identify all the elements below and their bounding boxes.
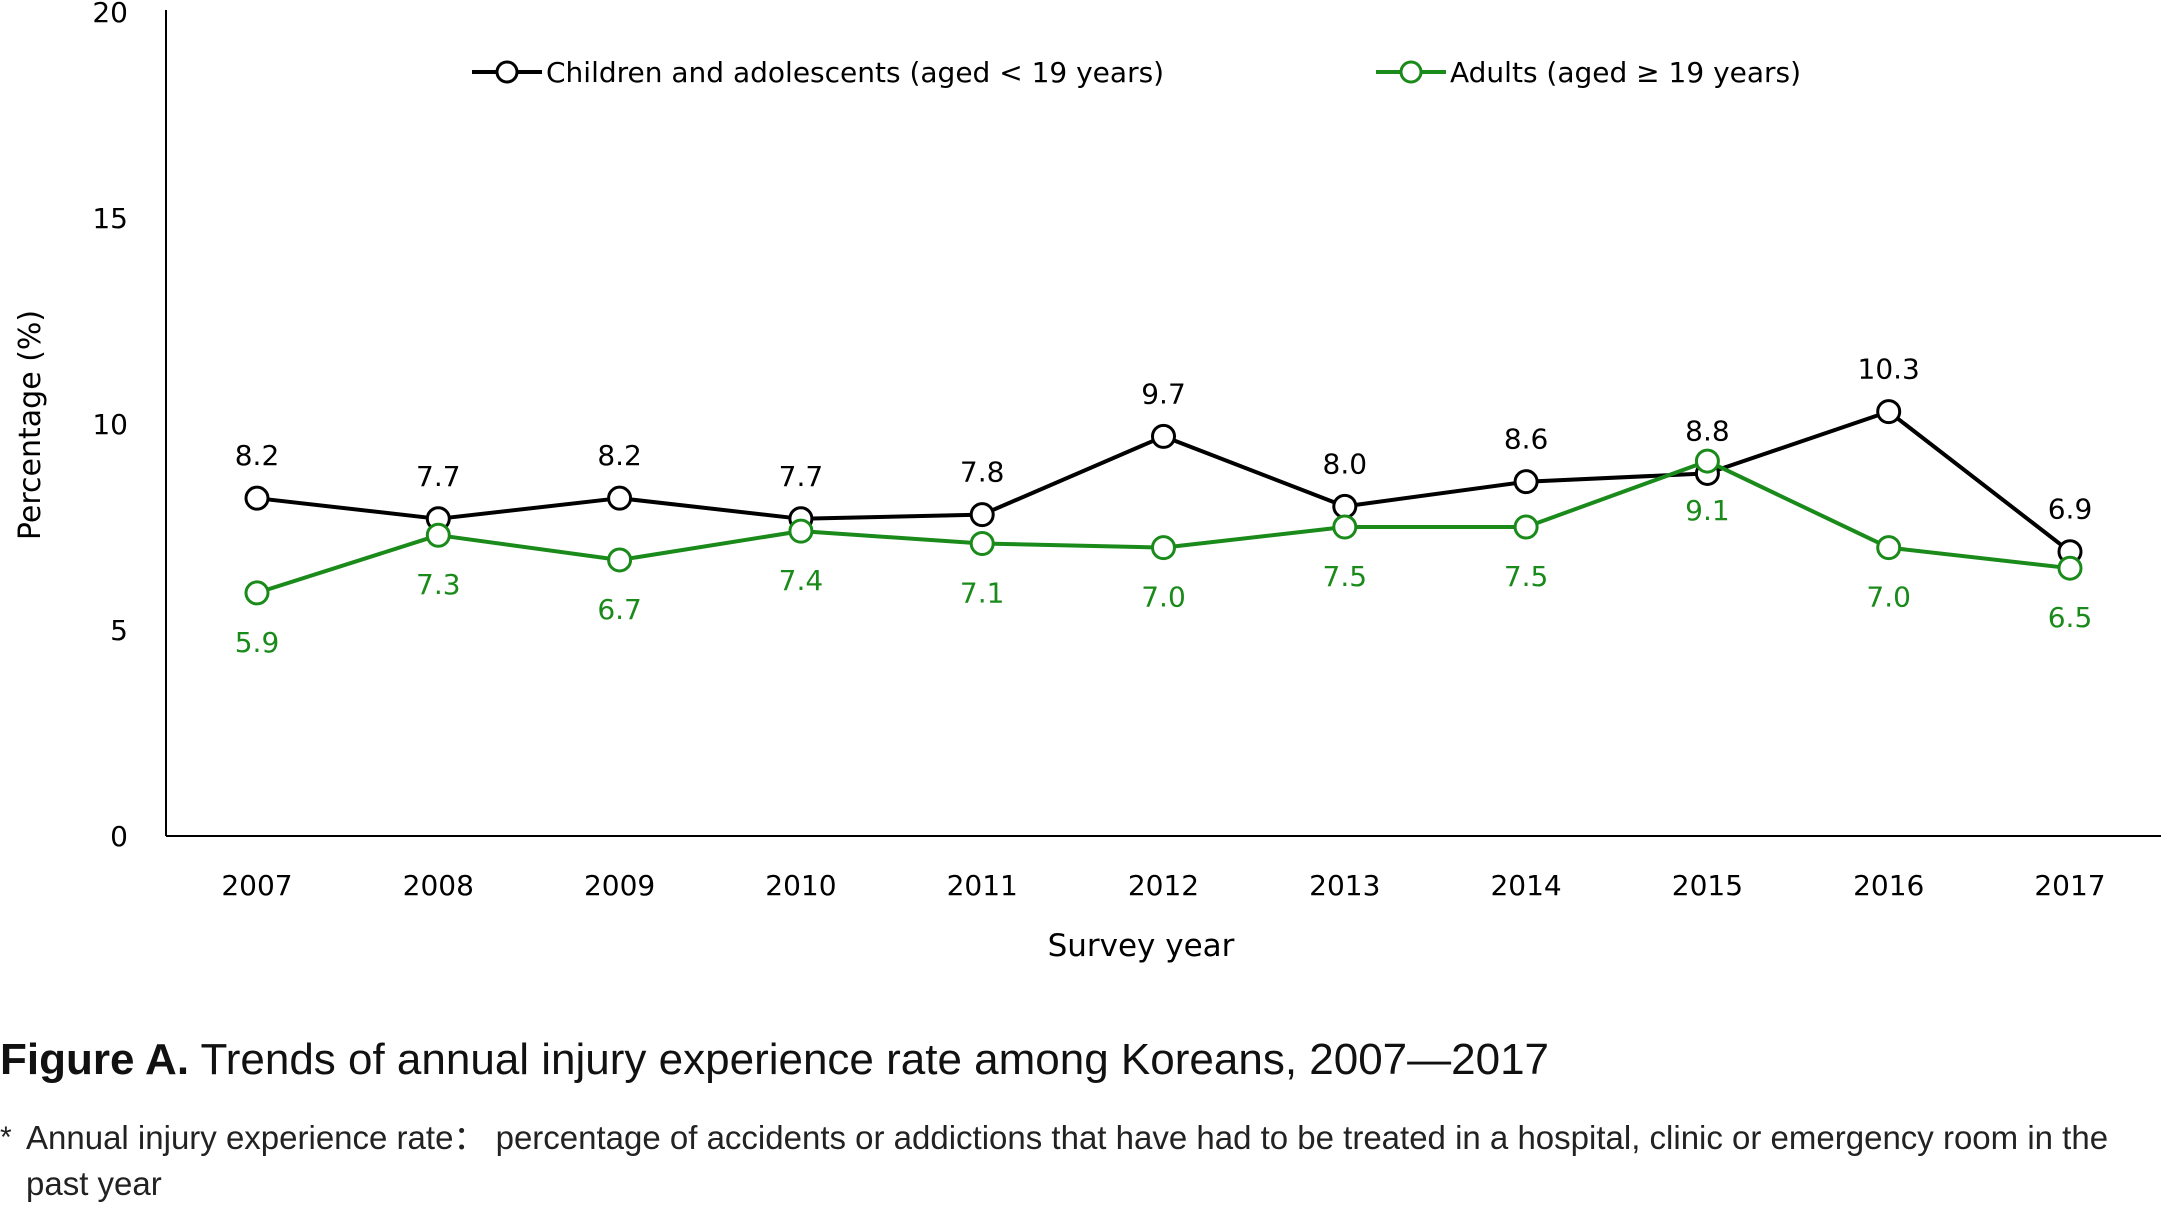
figure-caption-lead: Figure A. [0, 1035, 190, 1084]
data-label-adults: 6.5 [2048, 601, 2093, 634]
figure-caption: Figure A. Trends of annual injury experi… [0, 1035, 2161, 1085]
data-label-children: 8.8 [1685, 414, 1730, 447]
data-label-adults: 7.1 [960, 576, 1005, 609]
data-point-adults [969, 530, 995, 556]
series-adults: 5.9 7.3 6.7 7.4 7.1 7.0 7.5 7.5 9.1 7.0 6.5 [235, 448, 2093, 659]
figure-caption-text: Trends of annual injury experience rate … [189, 1035, 1550, 1084]
data-point-adults [1332, 514, 1358, 540]
y-tick-label: 20 [92, 0, 128, 29]
data-point-adults [607, 547, 633, 573]
footnote: * Annual injury experience rate： percenta… [0, 1115, 2161, 1207]
series-children: 8.2 7.7 8.2 7.7 7.8 9.7 8.0 8.6 8.8 10.3 6.9 [235, 353, 2093, 565]
data-label-adults: 7.0 [1866, 581, 1911, 614]
data-label-adults: 5.9 [235, 626, 280, 659]
legend-marker-adults [1399, 60, 1423, 84]
data-label-children: 7.7 [779, 460, 824, 493]
data-label-children: 8.0 [1323, 447, 1368, 480]
data-label-children: 6.9 [2048, 493, 2093, 526]
data-point-adults [244, 580, 270, 606]
data-point-adults [1876, 535, 1902, 561]
data-label-children: 8.2 [235, 439, 280, 472]
data-label-children: 9.7 [1141, 377, 1186, 410]
x-tick-label: 2007 [221, 869, 292, 902]
series-layer: 8.2 7.7 8.2 7.7 7.8 9.7 8.0 8.6 8.8 10.3 6.9 5.9 7.3… [235, 353, 2093, 659]
series-line-adults [256, 459, 2071, 595]
data-point-children [1513, 469, 1539, 495]
x-tick-label: 2010 [765, 869, 836, 902]
x-tick-label: 2015 [1672, 869, 1743, 902]
footnote-text: Annual injury experience rate： percentag… [26, 1119, 2109, 1202]
data-point-adults [788, 518, 814, 544]
legend-item-adults: Adults (aged ≥ 19 years) [1376, 56, 1801, 89]
y-tick-label: 15 [92, 202, 128, 235]
data-label-adults: 7.5 [1323, 560, 1368, 593]
data-label-children: 7.7 [416, 460, 461, 493]
x-tick-label: 2014 [1490, 869, 1561, 902]
data-label-adults: 7.0 [1141, 581, 1186, 614]
y-tick-label: 0 [110, 820, 128, 853]
data-point-adults [2057, 555, 2083, 581]
x-tick-label: 2011 [947, 869, 1018, 902]
data-label-adults: 7.5 [1504, 560, 1549, 593]
x-tick-label: 2012 [1128, 869, 1199, 902]
data-point-children [244, 485, 270, 511]
legend-label-children: Children and adolescents (aged < 19 year… [546, 56, 1164, 89]
data-point-children [1332, 493, 1358, 519]
data-point-children [1151, 423, 1176, 449]
y-tick-label: 5 [110, 614, 128, 647]
data-point-children [1876, 399, 1902, 425]
x-axis-label: Survey year [1048, 928, 1235, 964]
data-label-adults: 9.1 [1685, 494, 1730, 527]
legend: Children and adolescents (aged < 19 year… [472, 56, 1801, 89]
data-label-children: 7.8 [960, 456, 1005, 489]
y-tick-labels: 0 5 10 15 20 [92, 0, 128, 853]
data-point-adults [1694, 448, 1720, 474]
data-label-children: 8.6 [1504, 423, 1549, 456]
data-point-children [607, 485, 633, 511]
data-label-adults: 6.7 [597, 593, 642, 626]
data-label-children: 10.3 [1858, 353, 1920, 386]
x-tick-label: 2016 [1853, 869, 1924, 902]
x-tick-label: 2013 [1309, 869, 1380, 902]
data-point-adults [1151, 535, 1176, 561]
y-axis-label: Percentage (%) [13, 310, 48, 540]
axes [165, 10, 2161, 837]
x-tick-label: 2009 [584, 869, 655, 902]
legend-label-adults: Adults (aged ≥ 19 years) [1450, 56, 1801, 89]
y-tick-label: 10 [92, 408, 128, 441]
legend-item-children: Children and adolescents (aged < 19 year… [472, 56, 1164, 89]
legend-marker-children [495, 60, 519, 84]
x-tick-labels: 2007 2008 2009 2010 2011 2012 2013 2014 2015 2016… [221, 869, 2105, 902]
x-tick-label: 2008 [403, 869, 474, 902]
data-label-adults: 7.4 [779, 564, 824, 597]
data-point-adults [425, 522, 451, 548]
x-tick-label: 2017 [2034, 869, 2105, 902]
footnote-marker: * [0, 1121, 12, 1154]
data-label-adults: 7.3 [416, 568, 461, 601]
data-label-children: 8.2 [597, 439, 642, 472]
data-point-children [969, 502, 995, 528]
data-point-adults [1513, 514, 1539, 540]
line-chart: 0 5 10 15 20 2007 2008 2009 2010 2011 2012 2013 201… [13, 0, 2161, 964]
